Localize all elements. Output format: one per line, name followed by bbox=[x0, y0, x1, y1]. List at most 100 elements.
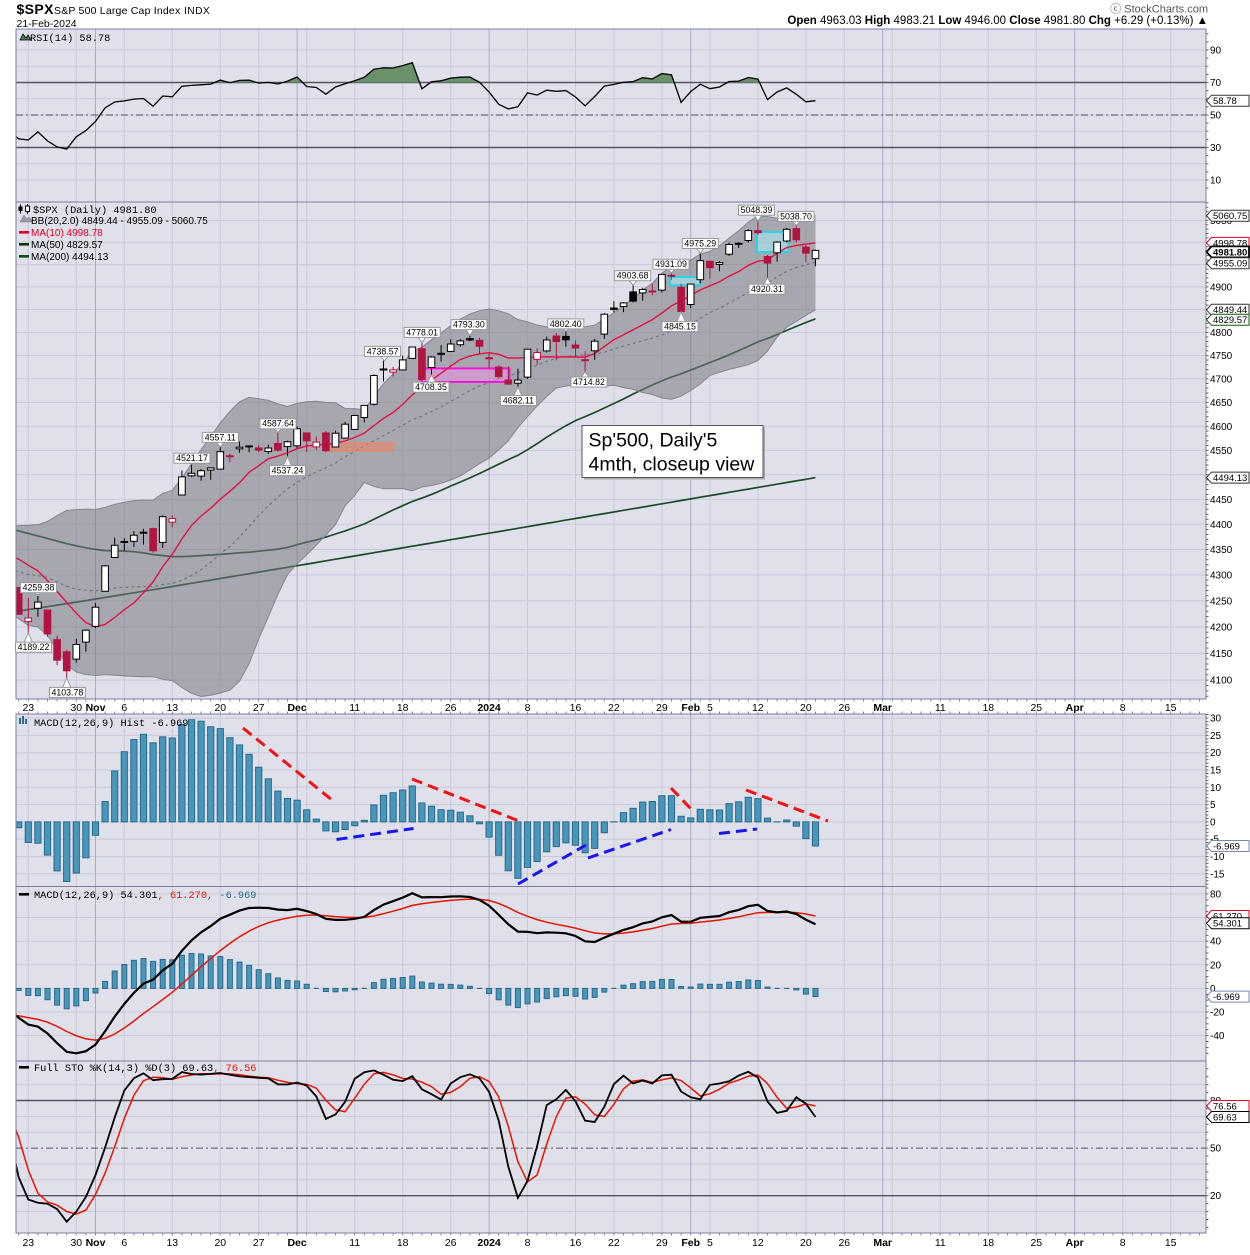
svg-text:4250: 4250 bbox=[1210, 596, 1233, 607]
svg-text:20: 20 bbox=[1210, 1191, 1222, 1202]
svg-text:27: 27 bbox=[253, 702, 265, 714]
svg-text:29: 29 bbox=[656, 702, 668, 714]
svg-text:-10: -10 bbox=[1210, 852, 1225, 863]
svg-text:4955.09: 4955.09 bbox=[1213, 259, 1247, 270]
svg-text:4802.40: 4802.40 bbox=[550, 319, 582, 329]
svg-text:Mar: Mar bbox=[873, 1237, 892, 1249]
svg-text:25: 25 bbox=[1030, 702, 1042, 714]
svg-text:4981.80: 4981.80 bbox=[1213, 247, 1247, 258]
svg-text:4494.13: 4494.13 bbox=[1213, 473, 1247, 484]
svg-text:4708.35: 4708.35 bbox=[415, 382, 447, 392]
svg-text:Apr: Apr bbox=[1066, 702, 1084, 714]
svg-text:Feb: Feb bbox=[681, 702, 700, 714]
svg-text:MACD(12,26,9) 54.301, 61.270,: MACD(12,26,9) 54.301, 61.270, -6.969 bbox=[34, 890, 256, 902]
svg-text:23: 23 bbox=[22, 702, 34, 714]
svg-text:MACD(12,26,9) Hist -6.969: MACD(12,26,9) Hist -6.969 bbox=[34, 718, 188, 730]
svg-text:4682.11: 4682.11 bbox=[503, 395, 534, 405]
svg-text:0: 0 bbox=[1210, 817, 1216, 828]
svg-text:4521.17: 4521.17 bbox=[176, 453, 208, 463]
svg-text:29: 29 bbox=[656, 1237, 668, 1249]
svg-text:-40: -40 bbox=[1210, 1031, 1225, 1042]
svg-text:4920.31: 4920.31 bbox=[751, 284, 783, 294]
svg-text:4738.57: 4738.57 bbox=[367, 346, 399, 356]
svg-text:80: 80 bbox=[1210, 889, 1222, 900]
svg-text:30: 30 bbox=[1210, 714, 1222, 725]
svg-text:4975.29: 4975.29 bbox=[684, 238, 716, 248]
svg-text:13: 13 bbox=[166, 1237, 178, 1249]
svg-text:Full STO %K(14,3) %D(3) 69.63,: Full STO %K(14,3) %D(3) 69.63, 76.56 bbox=[34, 1063, 256, 1075]
svg-text:MA(50) 4829.57: MA(50) 4829.57 bbox=[31, 240, 103, 251]
svg-text:4100: 4100 bbox=[1210, 676, 1233, 687]
svg-text:40: 40 bbox=[1210, 937, 1222, 948]
svg-text:21-Feb-2024: 21-Feb-2024 bbox=[17, 18, 77, 30]
svg-text:4200: 4200 bbox=[1210, 623, 1233, 634]
svg-text:4700: 4700 bbox=[1210, 374, 1233, 385]
svg-text:-6.969: -6.969 bbox=[1213, 992, 1240, 1003]
svg-text:22: 22 bbox=[608, 1237, 620, 1249]
svg-text:4103.78: 4103.78 bbox=[51, 687, 83, 697]
svg-text:Mar: Mar bbox=[873, 702, 892, 714]
svg-text:-15: -15 bbox=[1210, 869, 1225, 880]
svg-text:54.301: 54.301 bbox=[1213, 919, 1242, 930]
svg-text:-20: -20 bbox=[1210, 1008, 1225, 1019]
svg-text:25: 25 bbox=[1030, 1237, 1042, 1249]
svg-text:20: 20 bbox=[1210, 960, 1222, 971]
svg-text:4189.22: 4189.22 bbox=[18, 642, 50, 652]
svg-text:15: 15 bbox=[1165, 1237, 1177, 1249]
svg-text:2024: 2024 bbox=[477, 1237, 501, 1249]
svg-text:4150: 4150 bbox=[1210, 649, 1233, 660]
svg-text:$SPX: $SPX bbox=[17, 1, 55, 17]
svg-text:4931.09: 4931.09 bbox=[655, 259, 687, 269]
svg-text:4600: 4600 bbox=[1210, 422, 1233, 433]
svg-text:8: 8 bbox=[525, 702, 531, 714]
svg-text:4829.57: 4829.57 bbox=[1213, 315, 1247, 326]
svg-text:Open 4963.03 High 4983.21 Low: Open 4963.03 High 4983.21 Low 4946.00 Cl… bbox=[787, 15, 1208, 27]
svg-text:16: 16 bbox=[570, 702, 582, 714]
svg-text:23: 23 bbox=[22, 1237, 34, 1249]
svg-text:4750: 4750 bbox=[1210, 351, 1233, 362]
svg-text:58.78: 58.78 bbox=[1213, 96, 1237, 107]
svg-text:Feb: Feb bbox=[681, 1237, 700, 1249]
svg-text:Dec: Dec bbox=[287, 1237, 306, 1249]
svg-text:18: 18 bbox=[982, 702, 994, 714]
svg-text:4900: 4900 bbox=[1210, 282, 1233, 293]
svg-text:26: 26 bbox=[838, 702, 850, 714]
svg-text:MA(10) 4998.78: MA(10) 4998.78 bbox=[31, 228, 103, 239]
svg-text:27: 27 bbox=[253, 1237, 265, 1249]
svg-text:S&P 500 Large Cap Index: S&P 500 Large Cap Index bbox=[54, 5, 181, 17]
svg-text:15: 15 bbox=[1210, 766, 1222, 777]
svg-text:26: 26 bbox=[445, 702, 457, 714]
svg-text:4400: 4400 bbox=[1210, 520, 1233, 531]
svg-text:Nov: Nov bbox=[86, 702, 106, 714]
svg-text:-6.969: -6.969 bbox=[1213, 841, 1240, 852]
svg-text:2024: 2024 bbox=[477, 702, 501, 714]
svg-text:4903.68: 4903.68 bbox=[617, 271, 649, 281]
svg-text:15: 15 bbox=[1165, 702, 1177, 714]
svg-text:20: 20 bbox=[214, 702, 226, 714]
svg-text:5060.75: 5060.75 bbox=[1213, 211, 1247, 222]
svg-text:4350: 4350 bbox=[1210, 545, 1233, 556]
svg-text:18: 18 bbox=[982, 1237, 994, 1249]
svg-text:4557.11: 4557.11 bbox=[205, 432, 236, 442]
svg-text:30: 30 bbox=[1210, 143, 1222, 154]
svg-text:11: 11 bbox=[349, 702, 360, 714]
svg-text:22: 22 bbox=[608, 702, 620, 714]
svg-text:Nov: Nov bbox=[86, 1237, 106, 1249]
svg-text:5: 5 bbox=[707, 702, 713, 714]
svg-text:90: 90 bbox=[1210, 46, 1222, 57]
svg-text:RSI(14) 58.78: RSI(14) 58.78 bbox=[30, 33, 110, 45]
svg-text:25: 25 bbox=[1210, 731, 1222, 742]
svg-text:4714.82: 4714.82 bbox=[573, 377, 605, 387]
svg-text:4587.64: 4587.64 bbox=[262, 419, 294, 429]
svg-text:70: 70 bbox=[1210, 78, 1222, 89]
svg-text:20: 20 bbox=[1210, 748, 1222, 759]
svg-text:30: 30 bbox=[70, 702, 82, 714]
svg-text:18: 18 bbox=[397, 1237, 409, 1249]
svg-text:10: 10 bbox=[1210, 783, 1222, 794]
svg-text:6: 6 bbox=[121, 1237, 127, 1249]
svg-text:69.63: 69.63 bbox=[1213, 1112, 1237, 1123]
svg-text:Sp'500, Daily'5: Sp'500, Daily'5 bbox=[589, 430, 718, 452]
svg-text:4300: 4300 bbox=[1210, 571, 1233, 582]
svg-text:18: 18 bbox=[397, 702, 409, 714]
svg-text:11: 11 bbox=[935, 702, 946, 714]
